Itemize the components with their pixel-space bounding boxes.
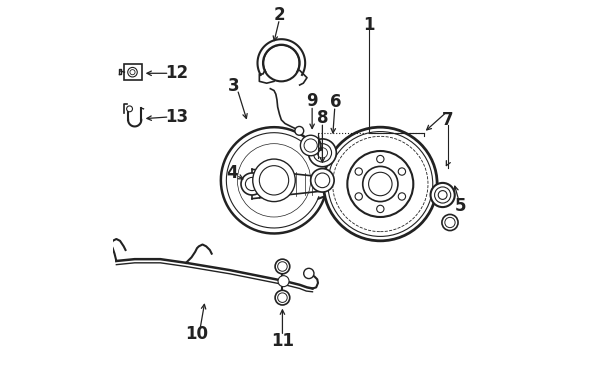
Text: 10: 10 bbox=[185, 325, 208, 343]
Circle shape bbox=[263, 45, 300, 81]
Circle shape bbox=[130, 70, 135, 75]
Text: 11: 11 bbox=[271, 332, 294, 350]
Circle shape bbox=[323, 127, 437, 241]
Circle shape bbox=[435, 187, 451, 203]
Circle shape bbox=[398, 168, 406, 175]
Circle shape bbox=[246, 177, 259, 191]
Circle shape bbox=[369, 172, 392, 196]
FancyBboxPatch shape bbox=[124, 64, 141, 80]
Text: 8: 8 bbox=[317, 109, 328, 127]
Circle shape bbox=[355, 168, 362, 175]
Circle shape bbox=[253, 159, 295, 202]
Circle shape bbox=[442, 215, 458, 231]
Text: 9: 9 bbox=[306, 92, 318, 110]
Circle shape bbox=[278, 262, 287, 271]
Circle shape bbox=[328, 132, 433, 236]
Circle shape bbox=[278, 276, 289, 287]
Circle shape bbox=[259, 166, 289, 195]
Circle shape bbox=[377, 155, 384, 163]
Text: 13: 13 bbox=[165, 108, 188, 126]
Circle shape bbox=[377, 205, 384, 213]
Circle shape bbox=[445, 217, 455, 228]
Circle shape bbox=[304, 139, 317, 152]
Circle shape bbox=[300, 135, 321, 156]
Circle shape bbox=[241, 173, 263, 195]
Circle shape bbox=[317, 148, 327, 158]
Circle shape bbox=[438, 191, 447, 199]
Circle shape bbox=[315, 173, 330, 188]
Circle shape bbox=[237, 144, 311, 217]
Text: 5: 5 bbox=[455, 197, 466, 215]
Text: 2: 2 bbox=[274, 6, 285, 24]
Circle shape bbox=[128, 67, 137, 77]
Circle shape bbox=[311, 169, 334, 192]
Text: 12: 12 bbox=[165, 64, 188, 82]
Circle shape bbox=[127, 106, 133, 112]
Circle shape bbox=[348, 151, 413, 217]
Circle shape bbox=[278, 293, 287, 302]
Circle shape bbox=[355, 193, 362, 200]
Circle shape bbox=[430, 183, 455, 207]
Text: 7: 7 bbox=[442, 111, 454, 129]
Circle shape bbox=[313, 144, 332, 162]
Text: 6: 6 bbox=[330, 93, 342, 111]
Circle shape bbox=[275, 290, 289, 305]
Circle shape bbox=[295, 127, 304, 135]
Text: 4: 4 bbox=[226, 164, 237, 182]
Circle shape bbox=[304, 268, 314, 279]
Circle shape bbox=[275, 259, 289, 274]
Circle shape bbox=[308, 139, 336, 167]
Circle shape bbox=[363, 166, 398, 202]
Text: 3: 3 bbox=[228, 77, 240, 95]
Text: 1: 1 bbox=[363, 15, 375, 33]
Circle shape bbox=[333, 136, 428, 232]
Circle shape bbox=[398, 193, 406, 200]
